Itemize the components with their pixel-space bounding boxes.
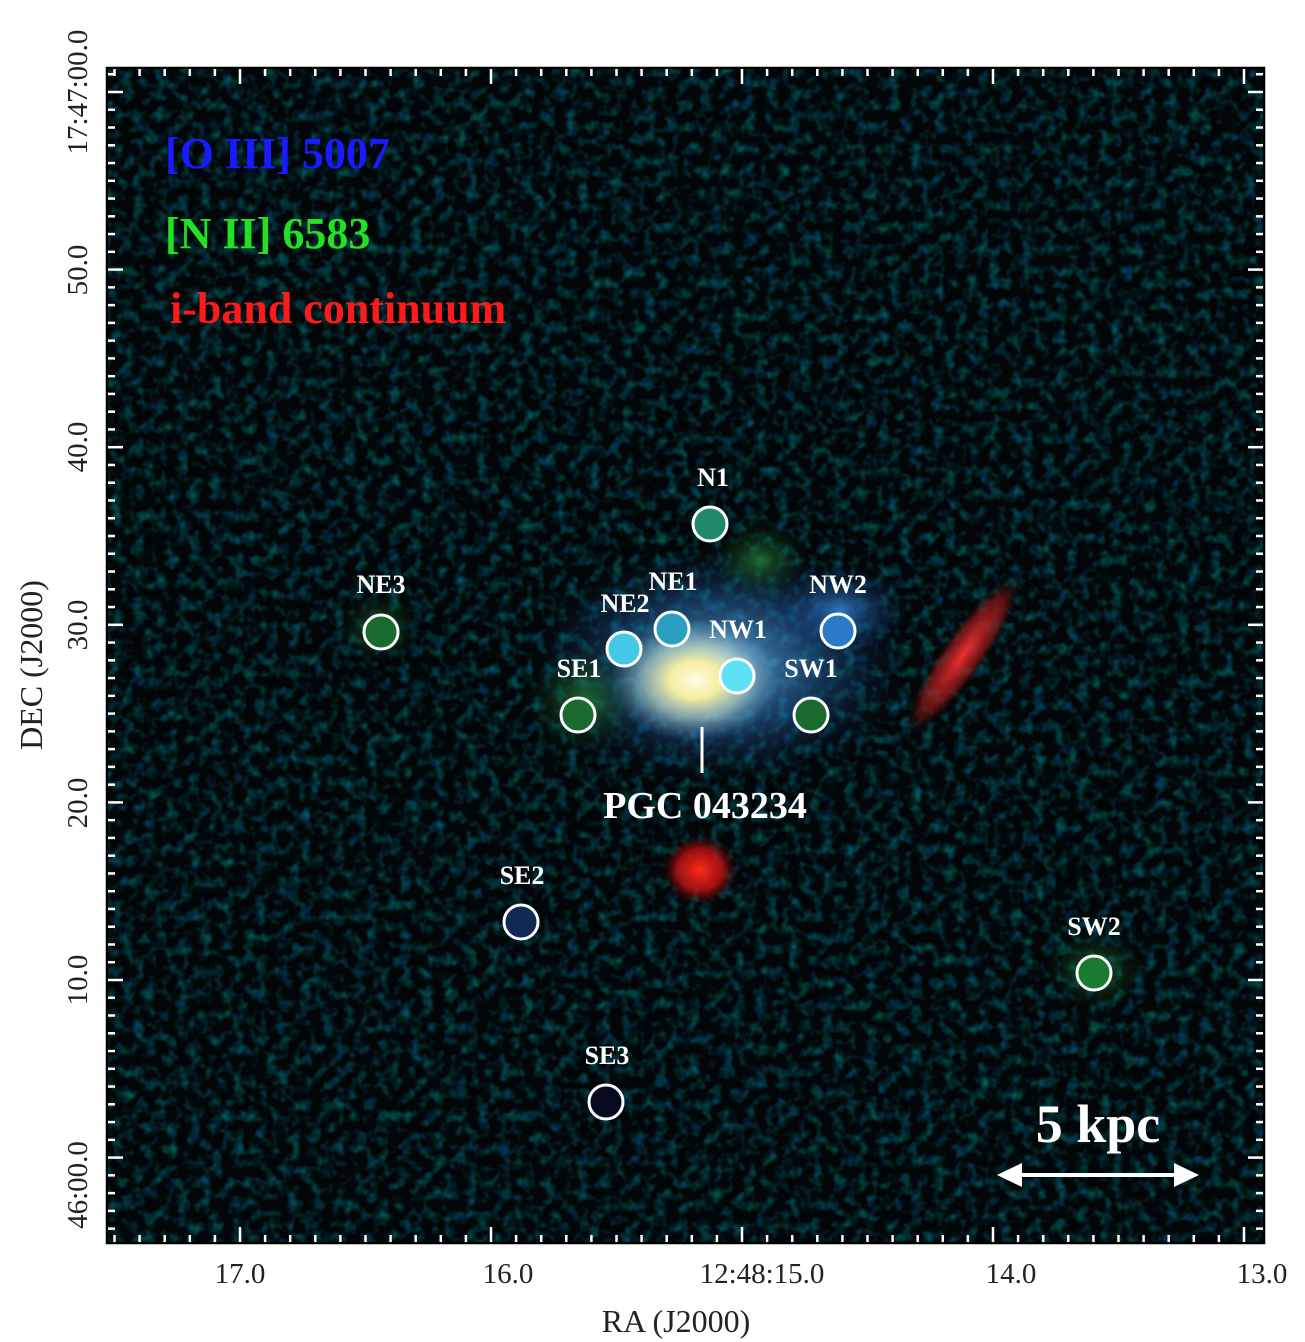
red-streak	[905, 576, 1021, 734]
x-tick-label: 16.0	[483, 1258, 534, 1290]
x-tick-label: 12:48:15.0	[700, 1258, 825, 1290]
region-circle-sw1[interactable]	[792, 696, 830, 734]
region-circle-se2[interactable]	[502, 903, 540, 941]
legend-nii: [N II] 6583	[165, 209, 370, 258]
region-label-nw1: NW1	[709, 615, 767, 644]
y-tick-label: 50.0	[62, 245, 94, 296]
region-label-sw1: SW1	[784, 654, 837, 683]
x-tick-label: 17.0	[215, 1258, 266, 1290]
region-circle-ne2[interactable]	[605, 630, 643, 668]
region-label-ne1: NE1	[648, 567, 697, 596]
axis-ticks	[107, 68, 1264, 1243]
region-label-n1: N1	[697, 463, 729, 492]
scale-bar-arrow	[997, 1163, 1199, 1187]
y-axis-title: DEC (J2000)	[13, 580, 49, 750]
galaxy-label: PGC 043234	[603, 785, 807, 827]
scale-bar-label: 5 kpc	[1036, 1094, 1161, 1154]
plot-frame	[105, 66, 1266, 1245]
y-tick-label: 10.0	[62, 955, 94, 1006]
region-circle-se3[interactable]	[587, 1083, 625, 1121]
y-tick-label: 46:00.0	[62, 1141, 94, 1229]
x-tick-label: 13.0	[1237, 1258, 1288, 1290]
region-circle-nw2[interactable]	[819, 612, 857, 650]
region-circle-ne1[interactable]	[653, 610, 691, 648]
y-tick-label: 30.0	[62, 600, 94, 651]
region-label-se2: SE2	[500, 861, 545, 890]
emission-patch-nw	[770, 565, 910, 655]
galaxy-core	[610, 618, 780, 742]
red-source	[662, 835, 738, 905]
legend-oiii: [O III] 5007	[165, 129, 390, 178]
region-label-ne2: NE2	[600, 589, 649, 618]
y-tick-labels: 17:47:00.0 50.0 40.0 30.0 20.0 10.0 46:0…	[62, 30, 94, 1229]
x-tick-label: 14.0	[986, 1258, 1037, 1290]
region-label-ne3: NE3	[356, 570, 405, 599]
region-label-nw2: NW2	[809, 570, 867, 599]
region-circle-se1[interactable]	[559, 696, 597, 734]
region-circle-n1[interactable]	[691, 505, 729, 543]
region-circle-nw1[interactable]	[718, 657, 756, 695]
x-tick-labels: 17.0 16.0 12:48:15.0 14.0 13.0	[215, 1258, 1288, 1290]
y-tick-label: 40.0	[62, 422, 94, 473]
emission-patch-n	[710, 520, 810, 600]
region-markers: N1 NE1 NE2 NE3 NW1 NW2 SW1 SE1 SE2 SE3 S…	[356, 463, 1121, 1121]
region-label-se3: SE3	[585, 1041, 630, 1070]
region-circle-ne3[interactable]	[362, 613, 400, 651]
region-label-sw2: SW2	[1067, 912, 1120, 941]
x-axis-title: RA (J2000)	[602, 1303, 750, 1339]
region-label-se1: SE1	[557, 654, 602, 683]
legend-iband: i-band continuum	[170, 284, 506, 333]
image-panel: [O III] 5007 [N II] 6583 i-band continuu…	[107, 68, 1264, 1243]
y-tick-label: 17:47:00.0	[62, 30, 94, 155]
region-circle-sw2[interactable]	[1075, 954, 1113, 992]
y-tick-label: 20.0	[62, 778, 94, 829]
